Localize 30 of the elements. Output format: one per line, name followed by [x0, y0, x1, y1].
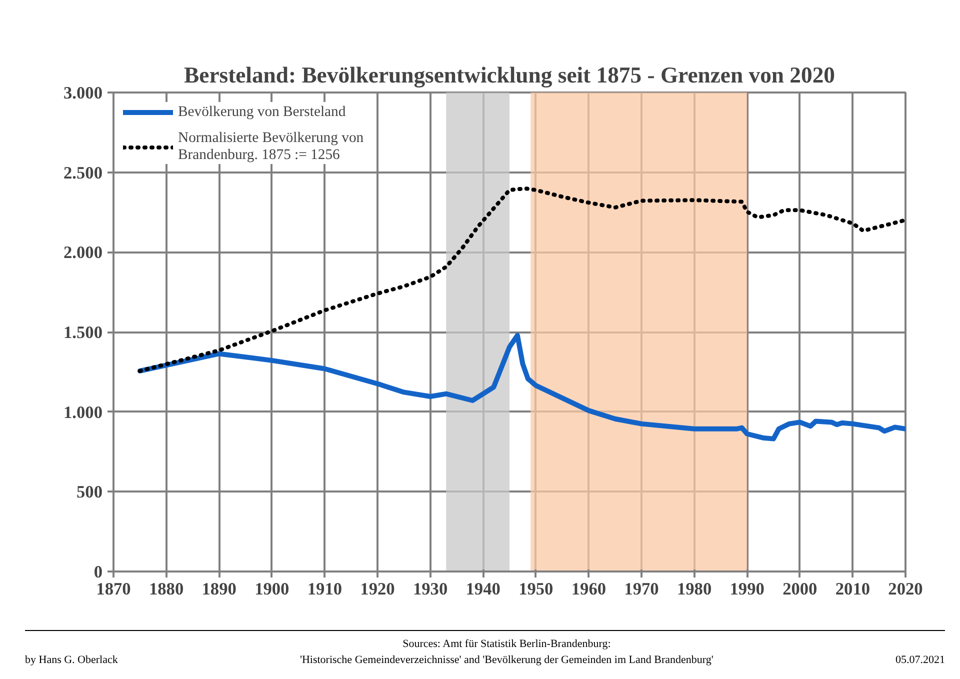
- y-tick-label: 1.000: [64, 402, 103, 422]
- y-tick-label: 2.500: [64, 163, 103, 182]
- x-tick-label: 2020: [888, 580, 923, 598]
- y-tick-label: 3.000: [64, 84, 103, 102]
- source-note: Sources: Amt für Statistik Berlin-Brandenburg: 'Historische Gemeindeverzeichnisse' and 'Bevölkerung der Gemeinden im Land Brandenburg': [300, 637, 714, 668]
- x-tick-label: 1930: [412, 580, 448, 598]
- legend-label: Normalisierte Bevölkerung von Brandenburg. 1875 := 1256: [178, 130, 364, 164]
- text: by Hans G. Oberlack: [25, 652, 118, 668]
- x-tick-label: 1880: [148, 580, 184, 598]
- x-tick-label: 1900: [254, 580, 290, 598]
- x-tick-label: 1940: [466, 580, 500, 598]
- x-tick-label: 1990: [730, 580, 764, 598]
- x-tick-label: 1870: [96, 580, 131, 598]
- legend-label: Bevölkerung von Bersteland: [178, 104, 346, 120]
- y-tick-label: 2.000: [64, 243, 103, 262]
- text: 05.07.2021: [895, 652, 945, 668]
- y-tick-label: 0: [94, 562, 103, 582]
- x-tick-label: 2010: [835, 580, 870, 598]
- line-series: [138, 186, 906, 373]
- x-tick-label: 1980: [676, 580, 712, 598]
- x-tick-label: 1960: [571, 580, 606, 598]
- x-tick-label: 1920: [360, 580, 395, 598]
- y-tick-label: 500: [76, 482, 103, 502]
- x-tick-label: 1910: [307, 580, 342, 598]
- y-tick-label: 1.500: [64, 323, 103, 342]
- x-tick-label: 1950: [518, 580, 554, 598]
- chart-title: Bersteland: Bevölkerungsentwicklung seit 1875 - Grenzen von 2020: [184, 62, 835, 88]
- x-tick-label: 1890: [202, 580, 236, 598]
- x-tick-label: 2000: [782, 580, 818, 598]
- x-tick-label: 1970: [624, 580, 659, 598]
